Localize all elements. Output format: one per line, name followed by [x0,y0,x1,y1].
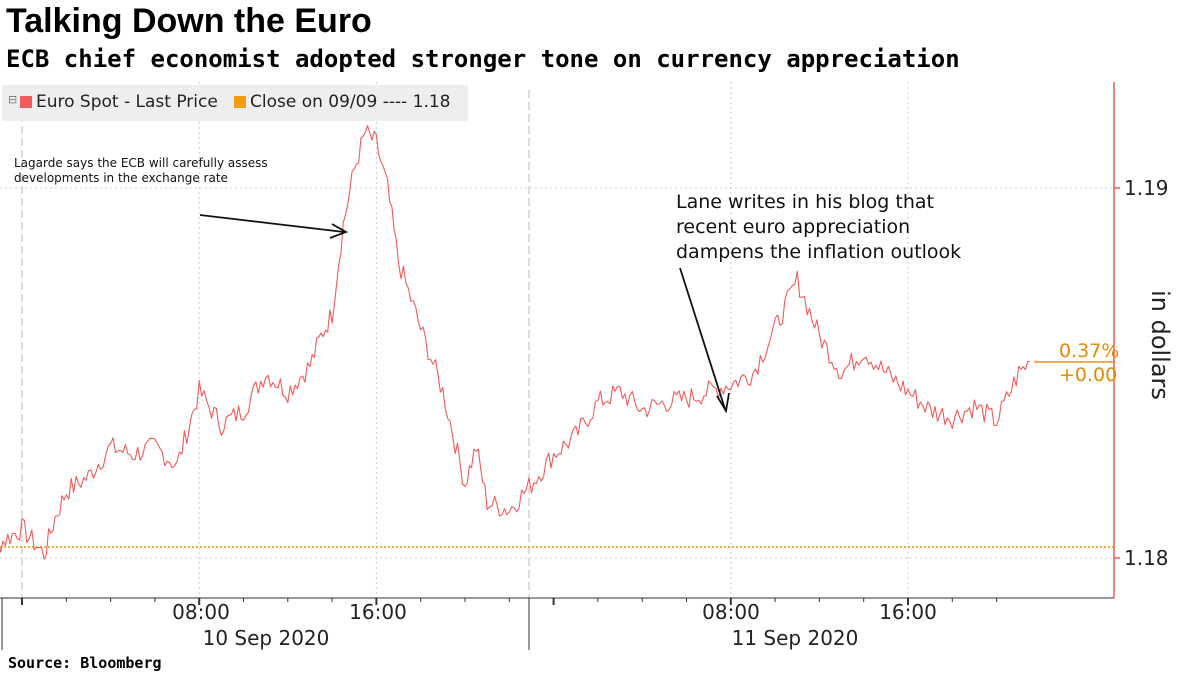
annotation-arrows [199,214,730,414]
x-tick-label-1600-day2: 16:00 [879,600,937,624]
lane-arrowhead [716,392,730,414]
x-tick-label-0800-day1: 08:00 [172,600,230,624]
legend-item-euro-spot: Euro Spot - Last Price [20,92,218,112]
chart-subtitle: ECB chief economist adopted stronger ton… [6,45,960,73]
legend-collapse-icon[interactable]: ⊟ [8,93,18,106]
y-axis-label-text: in dollars [1146,290,1174,400]
y-tick-label-1.19: 1.19 [1124,176,1169,200]
legend-label-euro-spot: Euro Spot - Last Price [36,92,218,112]
lagarde-arrowhead [329,223,349,239]
y-tick-label-1.18: 1.18 [1124,546,1169,570]
legend-swatch-red [20,96,32,108]
x-tick-label-0800-day2: 08:00 [702,600,760,624]
series-line-euro-spot [0,125,1030,560]
legend-swatch-orange [234,96,246,108]
legend-label-close: Close on 09/09 ---- 1.18 [250,92,451,112]
x-date-label-day1: 10 Sep 2020 [202,626,330,650]
source-note: Source: Bloomberg [8,654,162,672]
last-value-change: +0.00 [1059,364,1118,386]
last-value-pct: 0.37% [1059,340,1120,362]
lane-arrow [679,267,726,410]
legend-item-close: Close on 09/09 ---- 1.18 [234,92,450,112]
axes [0,82,1120,650]
annotation-lane: Lane writes in his blog that recent euro… [676,191,962,263]
gridlines [0,82,1114,598]
chart-title: Talking Down the Euro [6,2,372,40]
x-tick-label-1600-day1: 16:00 [349,600,407,624]
series-group [0,125,1114,560]
x-date-label-day2: 11 Sep 2020 [731,626,859,650]
lagarde-arrow [199,214,345,233]
annotation-lagarde: Lagarde says the ECB will carefully asse… [14,156,268,185]
